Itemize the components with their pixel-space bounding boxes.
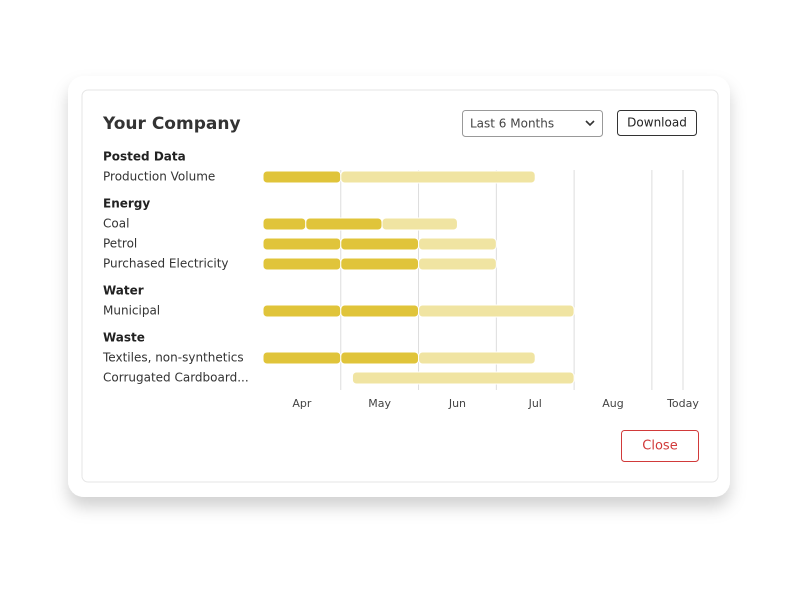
bar-segment	[418, 351, 536, 365]
bar-segment	[262, 304, 342, 318]
title: Your Company	[102, 114, 241, 134]
bar-segment	[262, 351, 342, 365]
chart: Posted Data Production Volume Energy Coal Pe…	[102, 150, 699, 411]
row-label: Municipal	[103, 304, 160, 318]
row-label: Textiles, non-synthetics	[102, 351, 244, 365]
group-label: Water	[103, 284, 144, 298]
x-tick-label: May	[368, 397, 391, 410]
group-label: Posted Data	[103, 150, 186, 164]
row-label: Petrol	[103, 237, 137, 251]
x-tick-label: Today	[666, 397, 699, 410]
close-button[interactable]	[621, 430, 699, 462]
close-label: Close	[642, 439, 677, 454]
x-tick-label: Jul	[528, 397, 542, 410]
dropdown[interactable]	[462, 110, 603, 137]
bar-segment	[262, 217, 307, 231]
group-label: Energy	[103, 197, 150, 211]
bar-segment	[340, 351, 420, 365]
row-label: Corrugated Cardboard...	[103, 371, 249, 385]
bar-segment	[262, 257, 342, 271]
bar-segment	[418, 304, 575, 318]
bar-segment	[351, 371, 575, 385]
bar-segment	[418, 237, 497, 251]
bar-segment	[262, 170, 342, 184]
download-label: Download	[627, 116, 687, 130]
bar-segment	[381, 217, 458, 231]
bar-segment	[340, 257, 420, 271]
download-button[interactable]	[617, 110, 697, 136]
dropdown-label: Last 6 Months	[470, 117, 554, 131]
bar-segment	[262, 237, 342, 251]
x-tick-label: Jun	[448, 397, 466, 410]
bar-segment	[305, 217, 383, 231]
bar-segment	[340, 237, 420, 251]
group-label: Waste	[103, 331, 145, 345]
chevron	[585, 120, 595, 127]
x-tick-label: Apr	[292, 397, 312, 410]
x-tick-label: Aug	[602, 397, 623, 410]
row-label: Coal	[103, 217, 129, 231]
row-label: Production Volume	[103, 170, 215, 184]
bar-segment	[340, 304, 420, 318]
row-label: Purchased Electricity	[103, 257, 229, 271]
bar-segment	[418, 257, 497, 271]
bar-segment	[340, 170, 536, 184]
